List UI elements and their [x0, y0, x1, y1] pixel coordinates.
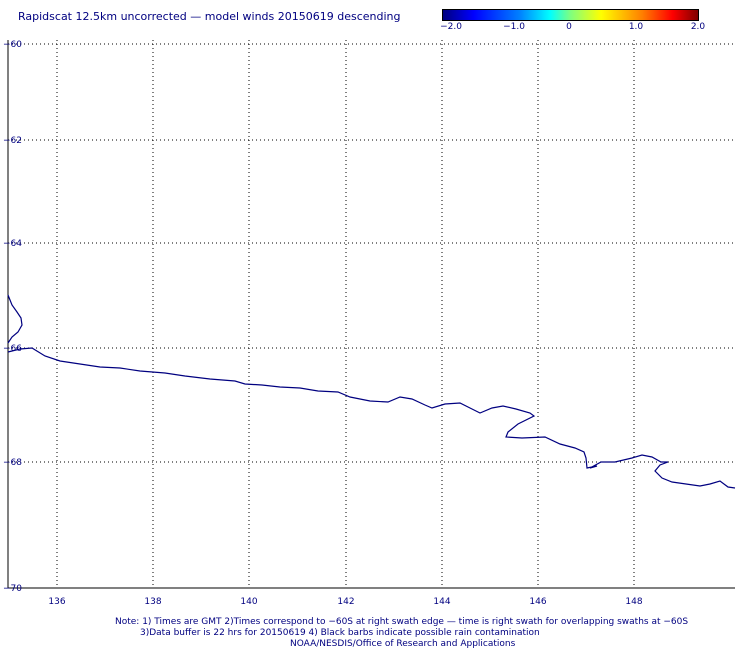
lon-label: 144: [433, 597, 450, 607]
colorbar-label: 0: [566, 22, 572, 32]
lon-label: 140: [240, 597, 257, 607]
colorbar-label: 1.0: [628, 22, 644, 32]
colorbar-label: −1.0: [503, 22, 525, 32]
lat-label: −66: [3, 344, 22, 354]
colorbar-label: −2.0: [440, 22, 462, 32]
lat-label: −68: [3, 458, 22, 468]
lat-label: −64: [3, 239, 22, 249]
lon-label: 148: [625, 597, 642, 607]
colorbar-label: 2.0: [690, 22, 706, 32]
lat-label: −70: [3, 584, 22, 594]
lon-label: 146: [529, 597, 546, 607]
credit-line: NOAA/NESDIS/Office of Research and Appli…: [290, 639, 516, 649]
lat-label: −60: [3, 40, 22, 50]
note-line-2: 3)Data buffer is 22 hrs for 20150619 4) …: [140, 628, 540, 638]
chart-title: Rapidscat 12.5km uncorrected — model win…: [18, 10, 401, 23]
lat-label: −62: [3, 136, 22, 146]
lon-label: 136: [48, 597, 65, 607]
wind-colorbar: [442, 9, 699, 21]
antarctic-coastline: [7, 294, 736, 489]
lon-label: 138: [144, 597, 161, 607]
note-line-1: Note: 1) Times are GMT 2)Times correspon…: [115, 617, 689, 627]
longitude-gridlines: [56, 40, 635, 588]
latitude-gridlines: [8, 43, 735, 463]
lon-label: 142: [337, 597, 354, 607]
